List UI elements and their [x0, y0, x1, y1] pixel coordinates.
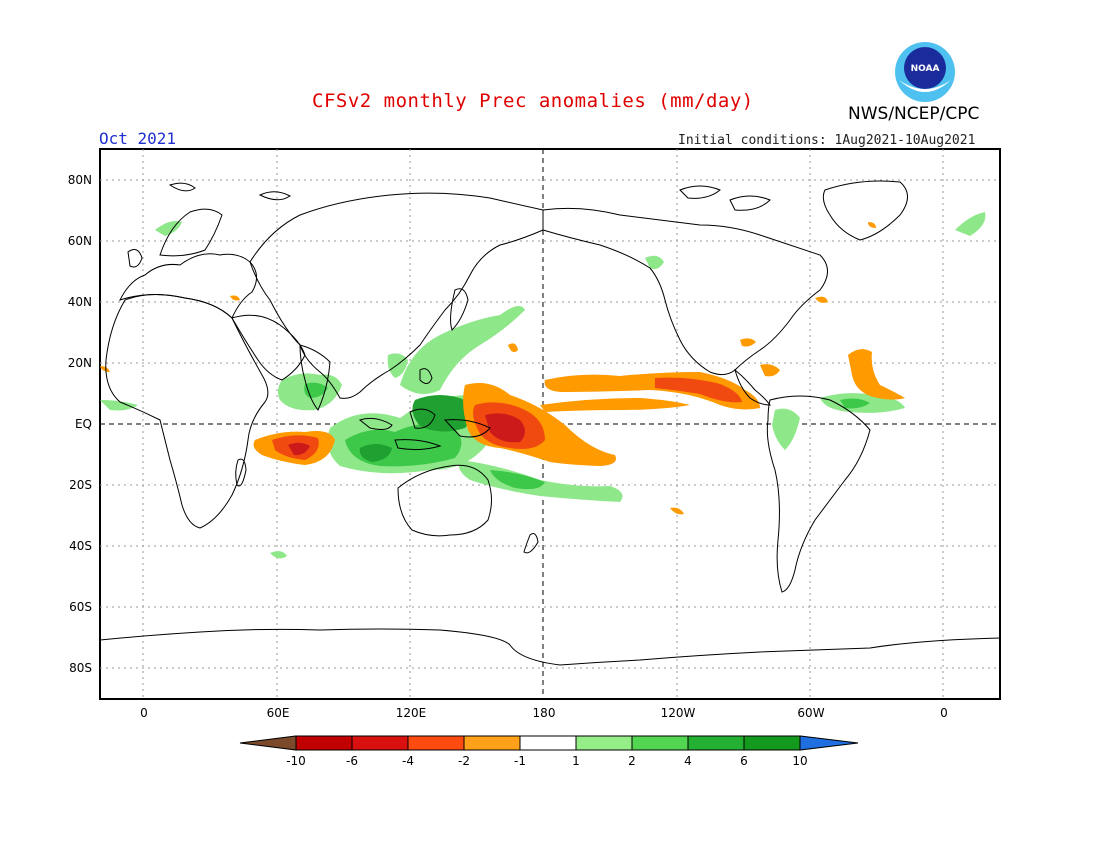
colorbar-swatch	[743, 735, 801, 751]
colorbar-tick-label: 1	[572, 754, 580, 768]
lon-label: 60W	[797, 706, 824, 720]
colorbar-swatch	[463, 735, 521, 751]
valid-month: Oct 2021	[99, 129, 177, 148]
lat-label: EQ	[75, 417, 92, 431]
colorbar-swatch	[351, 735, 409, 751]
longitude-labels: 0 60E 120E 180 120W 60W 0	[140, 706, 948, 720]
dry-anomaly-itcz-band	[540, 398, 690, 412]
colorbar: -10 -6 -4 -2 -1 1 2 4 6 10	[239, 735, 859, 768]
lat-label: 20S	[69, 478, 92, 492]
lon-label: 120E	[396, 706, 427, 720]
lat-label: 20N	[68, 356, 92, 370]
lat-label: 40S	[69, 539, 92, 553]
colorbar-swatch	[575, 735, 633, 751]
colorbar-swatch	[295, 735, 353, 751]
colorbar-tick-label: 6	[740, 754, 748, 768]
lon-label: 60E	[267, 706, 290, 720]
wet-anomaly-west-pacific	[400, 306, 525, 394]
lon-label: 180	[533, 706, 556, 720]
coastlines	[100, 180, 1000, 666]
lat-label: 60N	[68, 234, 92, 248]
agency-label: NWS/NCEP/CPC	[848, 104, 980, 124]
colorbar-arrow-high	[799, 735, 859, 751]
colorbar-swatch	[407, 735, 465, 751]
anomaly-shading	[100, 212, 986, 559]
colorbar-arrow-low	[239, 735, 297, 751]
colorbar-tick-label: 2	[628, 754, 636, 768]
noaa-logo: NOAA	[895, 42, 955, 102]
lat-label: 40N	[68, 295, 92, 309]
initial-conditions: Initial conditions: 1Aug2021-10Aug2021	[678, 133, 976, 148]
colorbar-swatch	[631, 735, 689, 751]
dry-anomaly-north-atlantic	[848, 349, 905, 400]
lat-label: 80S	[69, 661, 92, 675]
colorbar-tick-label: -6	[346, 754, 358, 768]
lon-label: 0	[940, 706, 948, 720]
graticule	[100, 149, 1000, 699]
colorbar-swatch	[519, 735, 577, 751]
colorbar-tick-label: 4	[684, 754, 692, 768]
colorbar-tick-label: -10	[286, 754, 306, 768]
noaa-logo-text: NOAA	[911, 64, 940, 74]
colorbar-tick-label: -2	[458, 754, 470, 768]
lat-label: 60S	[69, 600, 92, 614]
latitude-labels: 80N 60N 40N 20N EQ 20S 40S 60S 80S	[68, 173, 92, 675]
colorbar-tick-label: 10	[792, 754, 807, 768]
map-title: CFSv2 monthly Prec anomalies (mm/day)	[312, 90, 754, 112]
colorbar-tick-label: -4	[402, 754, 414, 768]
lon-label: 120W	[661, 706, 696, 720]
colorbar-swatch	[687, 735, 745, 751]
colorbar-tick-label: -1	[514, 754, 526, 768]
lat-label: 80N	[68, 173, 92, 187]
lon-label: 0	[140, 706, 148, 720]
